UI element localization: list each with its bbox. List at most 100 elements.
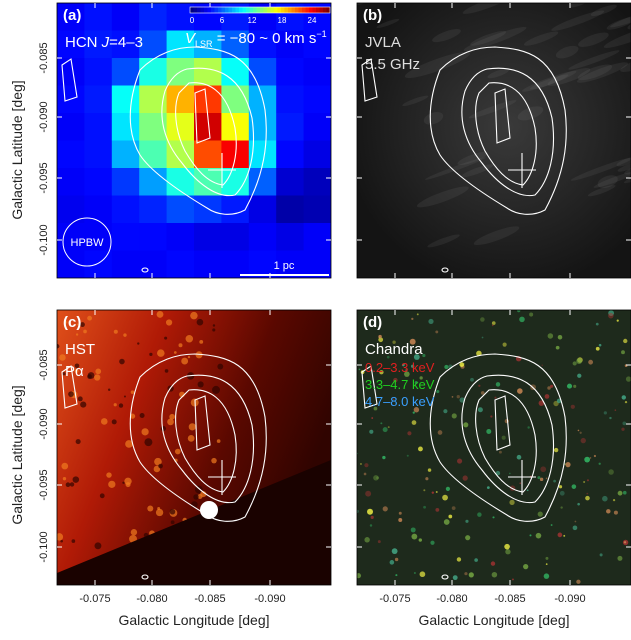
speckle (428, 319, 433, 324)
speckle (459, 362, 464, 367)
speckle (137, 342, 139, 344)
speckle (108, 389, 110, 391)
colorbar-cell (285, 7, 289, 13)
speckle (573, 526, 578, 531)
speckle (453, 575, 458, 580)
speckle (380, 422, 382, 424)
line-prefix: HCN (65, 34, 102, 51)
speckle (474, 558, 478, 562)
speckle (576, 358, 582, 364)
y-tick-label: -0.085 (38, 349, 50, 380)
pixel (276, 113, 304, 141)
pixel (112, 86, 140, 114)
pixel (57, 168, 85, 196)
speckle (73, 476, 79, 482)
speckle (494, 397, 496, 399)
speckle (578, 430, 580, 432)
speckle (609, 417, 611, 419)
speckle (585, 496, 590, 501)
colorbar-cell (208, 7, 212, 13)
pixel (221, 58, 249, 86)
pixel (194, 58, 222, 86)
speckle (360, 463, 362, 465)
speckle (61, 463, 68, 470)
pixel (139, 3, 167, 31)
y-tick-label: -0.095 (38, 162, 50, 193)
speckle (606, 509, 610, 513)
speckle (560, 491, 565, 496)
x-tick-label: -0.075 (79, 593, 110, 605)
speckle (95, 542, 102, 549)
speckle (457, 459, 462, 464)
pixel (167, 223, 195, 251)
speckle (123, 333, 126, 336)
colorbar-cell (257, 7, 261, 13)
pixel (84, 251, 112, 279)
pixel (304, 223, 332, 251)
speckle (457, 395, 460, 398)
colorbar-cell (236, 7, 240, 13)
speckle (496, 382, 500, 386)
pixel (84, 3, 112, 31)
speckle (541, 364, 543, 366)
speckle (625, 401, 627, 403)
speckle (436, 491, 438, 493)
speckle (70, 482, 74, 486)
speckle (517, 455, 522, 460)
speckle (481, 391, 485, 395)
speckle (188, 356, 190, 358)
speckle (370, 524, 372, 526)
speckle (504, 544, 510, 550)
speckle (499, 451, 502, 454)
speckle (114, 330, 118, 334)
speckle (212, 328, 215, 331)
pixel (194, 251, 222, 279)
pixel (112, 223, 140, 251)
x-tick-label: -0.090 (254, 593, 285, 605)
speckle (376, 476, 379, 479)
speckle (423, 506, 426, 509)
pixel (139, 196, 167, 224)
speckle (119, 403, 123, 407)
speckle (600, 553, 603, 556)
panel-label: (a) (63, 7, 81, 24)
speckle (565, 462, 570, 467)
pixel (167, 86, 195, 114)
panel-text: 5.5 GHz (365, 56, 420, 73)
speckle (617, 320, 619, 322)
colorbar-cell (323, 7, 327, 13)
speckle (186, 335, 194, 343)
y-axis-label: Galactic Latitude [deg] (9, 385, 25, 524)
colorbar-tick: 12 (248, 16, 257, 25)
y-tick-label: -0.100 (38, 531, 50, 562)
pixel (304, 58, 332, 86)
pixel (167, 196, 195, 224)
speckle (188, 435, 195, 442)
panel-label: (c) (63, 314, 81, 331)
colorbar-cell (239, 7, 243, 13)
velocity-subscript: LSR (195, 39, 213, 49)
y-tick-label: -0.090 (38, 101, 50, 132)
pixel (84, 196, 112, 224)
speckle (559, 485, 562, 488)
pixel (112, 196, 140, 224)
speckle (623, 491, 627, 495)
speckle (364, 463, 368, 467)
speckle (390, 560, 395, 565)
speckle (505, 549, 510, 554)
speckle (452, 396, 454, 398)
pixel (167, 141, 195, 169)
speckle (371, 417, 373, 419)
panel-image (55, 310, 331, 585)
speckle (523, 564, 528, 569)
colorbar-cell (211, 7, 215, 13)
speckle (517, 388, 523, 394)
speckle (432, 491, 434, 493)
panel-text: HST (65, 341, 95, 358)
speckle (452, 413, 457, 418)
speckle (617, 556, 622, 561)
y-tick-label: -0.100 (38, 224, 50, 255)
colorbar-cell (309, 7, 313, 13)
speckle (492, 516, 494, 518)
